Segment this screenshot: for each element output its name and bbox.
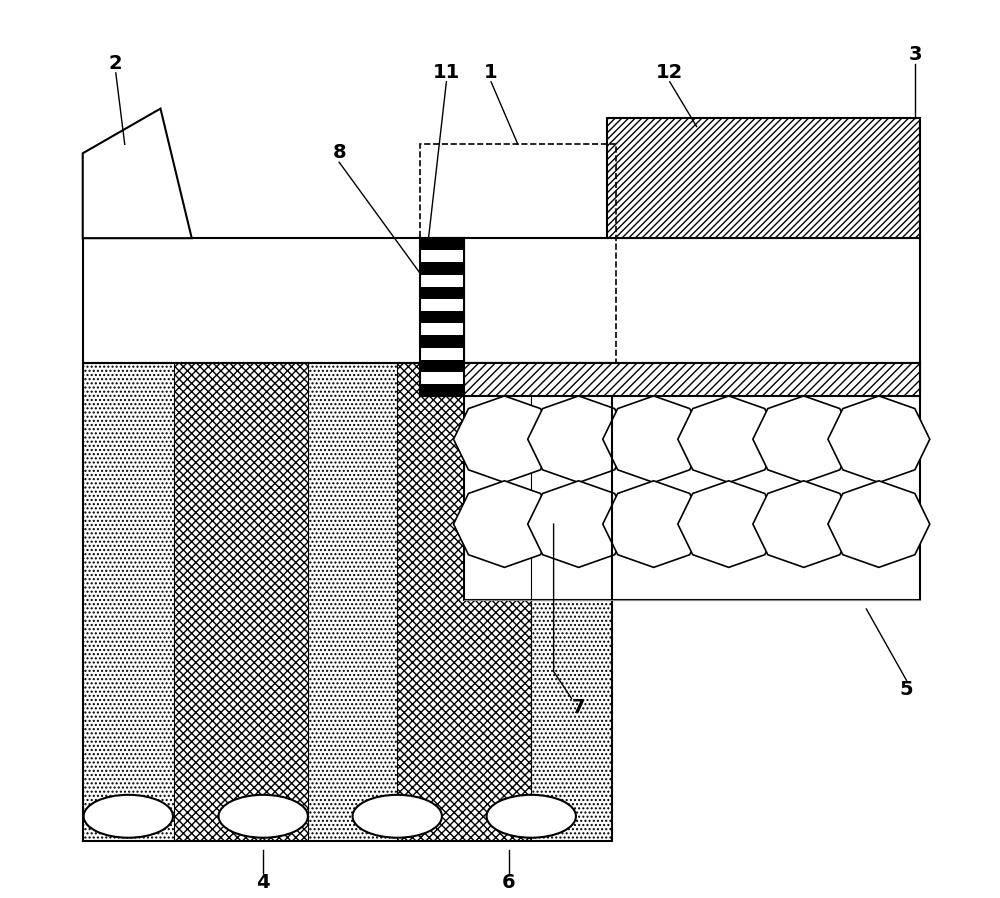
Bar [464, 364, 920, 600]
Bar [420, 372, 464, 384]
Polygon shape [828, 480, 930, 568]
Text: 2: 2 [109, 54, 123, 73]
Bar [420, 384, 464, 396]
Bar [83, 364, 174, 841]
Polygon shape [603, 480, 705, 568]
Ellipse shape [219, 795, 308, 838]
Bar [420, 336, 464, 348]
Bar [420, 238, 464, 396]
Text: 5: 5 [900, 681, 913, 700]
Bar [420, 251, 464, 262]
Bar [420, 238, 464, 251]
Text: 6: 6 [502, 873, 516, 892]
Text: 1: 1 [484, 63, 498, 82]
Bar [174, 364, 308, 841]
Bar [420, 364, 920, 396]
Polygon shape [678, 396, 780, 482]
Bar [607, 118, 920, 238]
Bar [397, 364, 531, 841]
Bar [420, 275, 464, 286]
Bar [308, 364, 397, 841]
Text: 7: 7 [571, 699, 585, 718]
Text: 3: 3 [909, 45, 922, 64]
Text: 4: 4 [256, 873, 270, 892]
Bar [420, 312, 464, 323]
Bar [420, 286, 464, 299]
Text: 12: 12 [656, 63, 683, 82]
Text: 8: 8 [332, 143, 346, 163]
Polygon shape [528, 480, 630, 568]
Polygon shape [454, 480, 555, 568]
Polygon shape [828, 396, 930, 482]
Bar [83, 238, 464, 364]
Bar [464, 238, 920, 364]
Bar [83, 364, 612, 841]
Bar [420, 262, 464, 275]
Bar [420, 348, 464, 360]
Bar [531, 364, 612, 841]
Polygon shape [454, 396, 555, 482]
Bar [420, 360, 464, 372]
Polygon shape [678, 480, 780, 568]
Ellipse shape [84, 795, 173, 838]
Ellipse shape [353, 795, 442, 838]
Bar [420, 323, 464, 336]
Polygon shape [83, 109, 192, 238]
Ellipse shape [487, 795, 576, 838]
Polygon shape [528, 396, 630, 482]
Bar [420, 145, 616, 364]
Bar [420, 299, 464, 312]
Text: 11: 11 [433, 63, 460, 82]
Polygon shape [603, 396, 705, 482]
Polygon shape [753, 480, 855, 568]
Polygon shape [753, 396, 855, 482]
